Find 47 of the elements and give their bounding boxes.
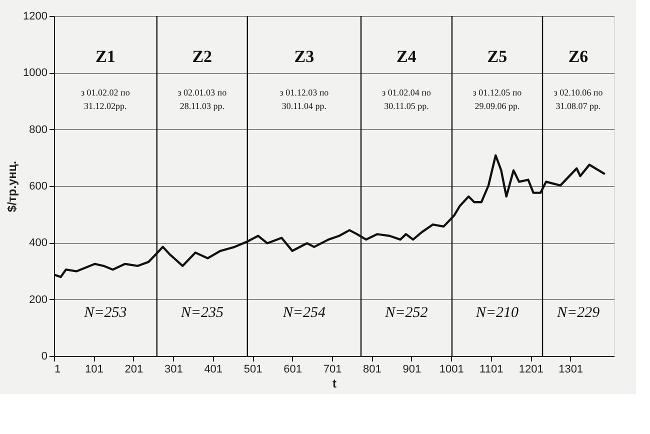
annotation: Z4 (396, 46, 417, 66)
x-tick-label: 901 (402, 364, 422, 376)
x-tick-label: 201 (124, 364, 144, 376)
annotation: N=253 (83, 304, 127, 321)
x-tick-label: 701 (323, 364, 342, 376)
y-tick-label: 1000 (23, 67, 48, 80)
x-tick-label: 801 (363, 364, 382, 376)
annotation: N=254 (282, 304, 326, 321)
x-tick-label: 1301 (558, 364, 584, 376)
annotation: 31.12.02рр. (84, 101, 127, 112)
annotation: з 01.12.05 по (472, 88, 522, 98)
annotation: 28.11.03 рр. (180, 101, 224, 112)
y-tick-label: 800 (29, 124, 48, 136)
y-tick-label: 600 (29, 180, 48, 192)
x-axis-title: t (332, 376, 336, 390)
annotation: N=210 (474, 304, 520, 321)
annotation: 29.09.06 рр. (474, 101, 520, 112)
annotation: N=252 (384, 304, 428, 321)
annotation: Z3 (294, 46, 314, 66)
annotation: з 01.02.02 по (80, 88, 130, 98)
x-tick-label: 401 (204, 364, 223, 376)
x-tick-label: 301 (164, 364, 183, 376)
x-tick-label: 601 (284, 364, 302, 376)
y-tick-label: 200 (29, 294, 48, 306)
x-tick-label: 1 (54, 364, 61, 376)
annotation: Z5 (487, 46, 508, 66)
annotation: N=235 (180, 304, 224, 321)
y-tick-label: 0 (41, 350, 48, 362)
y-tick-label: 400 (29, 237, 48, 250)
y-tick-label: 1200 (23, 10, 48, 22)
annotation: 30.11.04 рр. (282, 101, 327, 112)
annotation: Z2 (192, 46, 212, 66)
x-tick-label: 501 (244, 364, 262, 376)
x-tick-label: 1001 (439, 364, 464, 376)
x-tick-label: 101 (85, 364, 104, 376)
y-axis-title: $/тр.унц. (5, 160, 20, 212)
annotation: з 01.12.03 по (280, 88, 330, 98)
annotation: 30.11.05 рр. (384, 101, 429, 112)
annotation: з 01.02.04 по (382, 88, 432, 98)
annotation: Z6 (568, 46, 588, 66)
x-tick-label: 1101 (480, 364, 504, 376)
annotation: Z1 (96, 46, 116, 66)
annotation: з 02.10.06 по (554, 88, 604, 98)
annotation: 31.08.07 рр. (556, 101, 601, 112)
annotation: з 02.01.03 по (178, 88, 228, 98)
x-tick-label: 1201 (518, 364, 544, 376)
annotation: N=229 (556, 304, 600, 321)
